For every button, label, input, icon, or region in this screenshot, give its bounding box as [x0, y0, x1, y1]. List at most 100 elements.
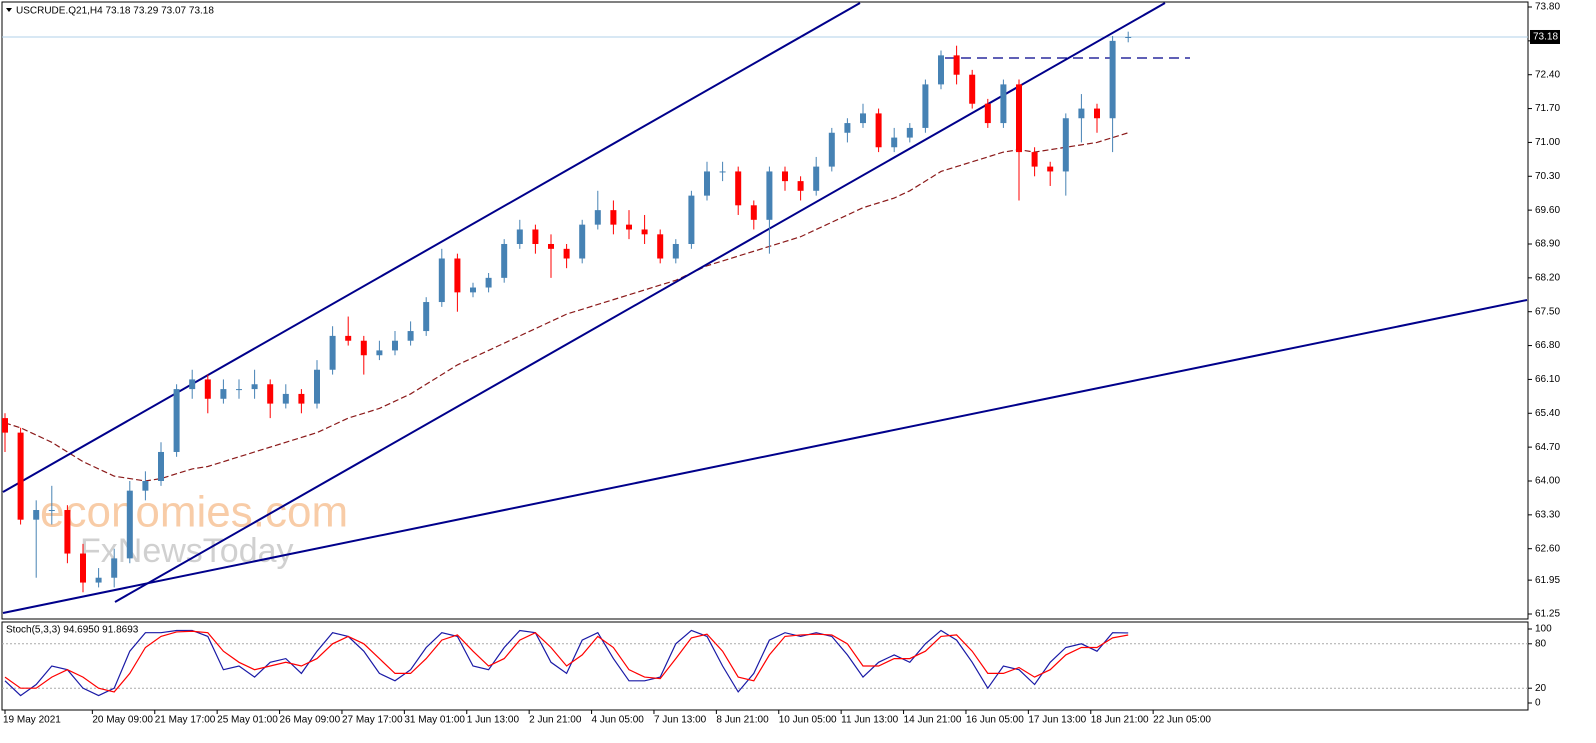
candle-body [735, 171, 742, 206]
candle-body [828, 132, 835, 167]
last-price-box [1530, 29, 1560, 44]
candle-body [626, 224, 632, 230]
candle-body [641, 229, 648, 235]
candle-body [1078, 108, 1085, 119]
x-tick-label: 27 May 17:00 [342, 715, 403, 726]
y-tick-label: 62.60 [1535, 543, 1560, 554]
candle-body [438, 258, 445, 303]
candle-body [392, 340, 398, 351]
stoch-line [4, 630, 1129, 693]
candle-body [719, 171, 726, 173]
candle-body [657, 234, 664, 259]
candle-body [220, 389, 227, 399]
x-tick-label: 31 May 01:00 [404, 715, 465, 726]
x-tick-label: 26 May 09:00 [280, 715, 341, 726]
chart-title: USCRUDE.Q21,H4 73.18 73.29 73.07 73.18 [16, 6, 214, 17]
y-tick-label: 61.25 [1535, 609, 1560, 620]
candle-body [80, 553, 86, 583]
candle-body [470, 287, 476, 293]
candle-body [423, 302, 430, 332]
x-tick-label: 18 Jun 21:00 [1091, 715, 1149, 726]
candle-body [454, 258, 461, 293]
candle-body [1016, 84, 1022, 153]
candle-body [813, 166, 820, 191]
y-tick-label: 71.70 [1535, 103, 1560, 114]
candle-body [189, 379, 196, 390]
x-tick-label: 22 Jun 05:00 [1153, 715, 1211, 726]
channel-upper [2, 2, 861, 493]
candle-body [111, 558, 118, 578]
x-tick-label: 25 May 01:00 [217, 715, 278, 726]
candle-body [548, 243, 554, 249]
y-tick-label: 66.80 [1535, 340, 1560, 351]
x-tick-label: 7 Jun 13:00 [654, 715, 707, 726]
stoch-line [4, 629, 1129, 697]
y-tick-label: 70.30 [1535, 171, 1560, 182]
x-tick-label: 19 May 2021 [3, 715, 61, 726]
candle-body [485, 277, 492, 288]
candle-body [844, 123, 851, 133]
y-tick-label: 71.00 [1535, 137, 1560, 148]
candle-body [563, 248, 570, 259]
x-tick-label: 2 Jun 21:00 [529, 715, 582, 726]
candle-body [251, 384, 258, 390]
moving-average [4, 132, 1129, 482]
candle-body [173, 389, 180, 452]
candle-body [984, 103, 991, 124]
candle-body [579, 224, 586, 259]
y-tick-label: 65.40 [1535, 408, 1560, 419]
candle-body [860, 113, 866, 124]
candle-body [360, 340, 367, 356]
candle-body [314, 369, 320, 404]
background-layer: 73.8073.1072.4071.7071.0070.3069.6068.90… [2, 2, 1560, 726]
y-tick-label: 64.00 [1535, 476, 1560, 487]
y-tick-label: 69.60 [1535, 205, 1560, 216]
candle-body [704, 171, 710, 196]
y-tick-label: 0 [1535, 698, 1541, 709]
candle-body [33, 510, 40, 520]
candle-body [282, 393, 289, 404]
y-tick-label: 63.30 [1535, 509, 1560, 520]
x-tick-label: 4 Jun 05:00 [592, 715, 645, 726]
y-tick-label: 66.10 [1535, 374, 1560, 385]
candle-body [688, 195, 695, 244]
candle-body [17, 432, 24, 520]
candle-body [672, 243, 679, 259]
candle-body [501, 243, 508, 278]
candle-body [922, 84, 929, 128]
candle-body [875, 113, 882, 148]
last-price-label: 73.18 [1533, 32, 1558, 43]
candle-body [142, 480, 149, 491]
candle-body [2, 418, 8, 433]
candle-body [891, 137, 898, 148]
candle-body [766, 171, 773, 220]
x-tick-label: 21 May 17:00 [155, 715, 216, 726]
stoch-title: Stoch(5,3,3) 94.6950 91.8693 [6, 625, 139, 636]
candle-body [64, 510, 71, 554]
candle-body [1062, 118, 1069, 172]
candle-body [1047, 166, 1054, 172]
candle-body [1094, 108, 1100, 119]
x-tick-label: 14 Jun 21:00 [904, 715, 962, 726]
candle-body [407, 331, 414, 341]
candle-body [1031, 152, 1038, 167]
candle-body [95, 577, 102, 583]
candle-body [797, 181, 804, 191]
foreground-layer: 73.18 [2, 29, 1560, 697]
x-tick-label: 10 Jun 05:00 [779, 715, 837, 726]
candle-body [158, 451, 164, 481]
candle-body [782, 171, 788, 182]
y-tick-label: 100 [1535, 624, 1552, 635]
y-tick-label: 64.70 [1535, 442, 1560, 453]
main-frame [1, 1, 1529, 620]
support-line [2, 299, 1528, 614]
menu-icon [6, 8, 12, 12]
candle-body [236, 389, 242, 391]
y-tick-label: 72.40 [1535, 69, 1560, 80]
stoch-frame [1, 621, 1529, 711]
candle-body [298, 393, 305, 404]
y-tick-label: 73.80 [1535, 2, 1560, 13]
candle-body [48, 510, 55, 512]
candle-body [267, 384, 274, 404]
